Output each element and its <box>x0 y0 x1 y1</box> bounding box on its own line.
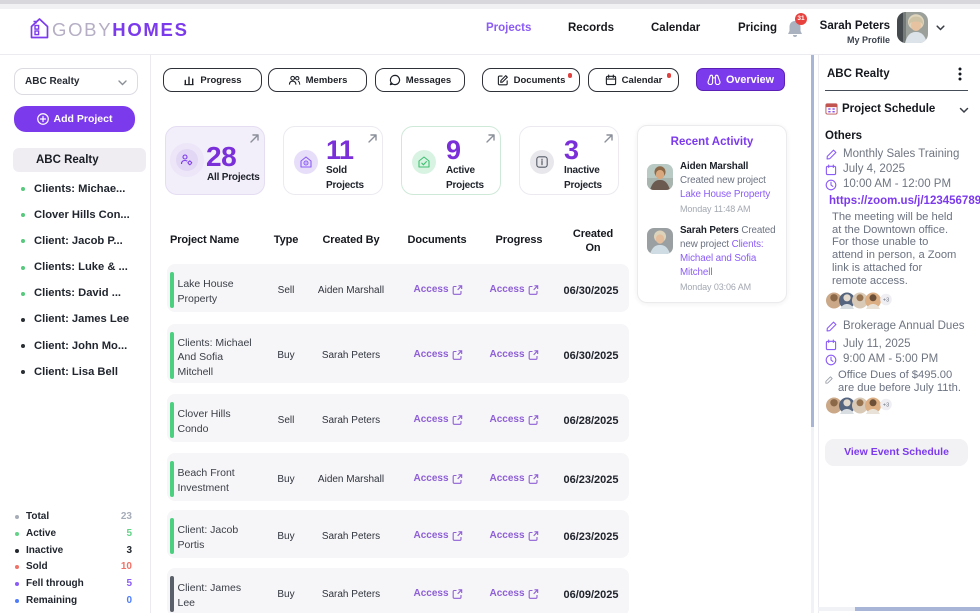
svg-text:+3: +3 <box>883 403 889 409</box>
svg-text:+3: +3 <box>883 298 889 304</box>
